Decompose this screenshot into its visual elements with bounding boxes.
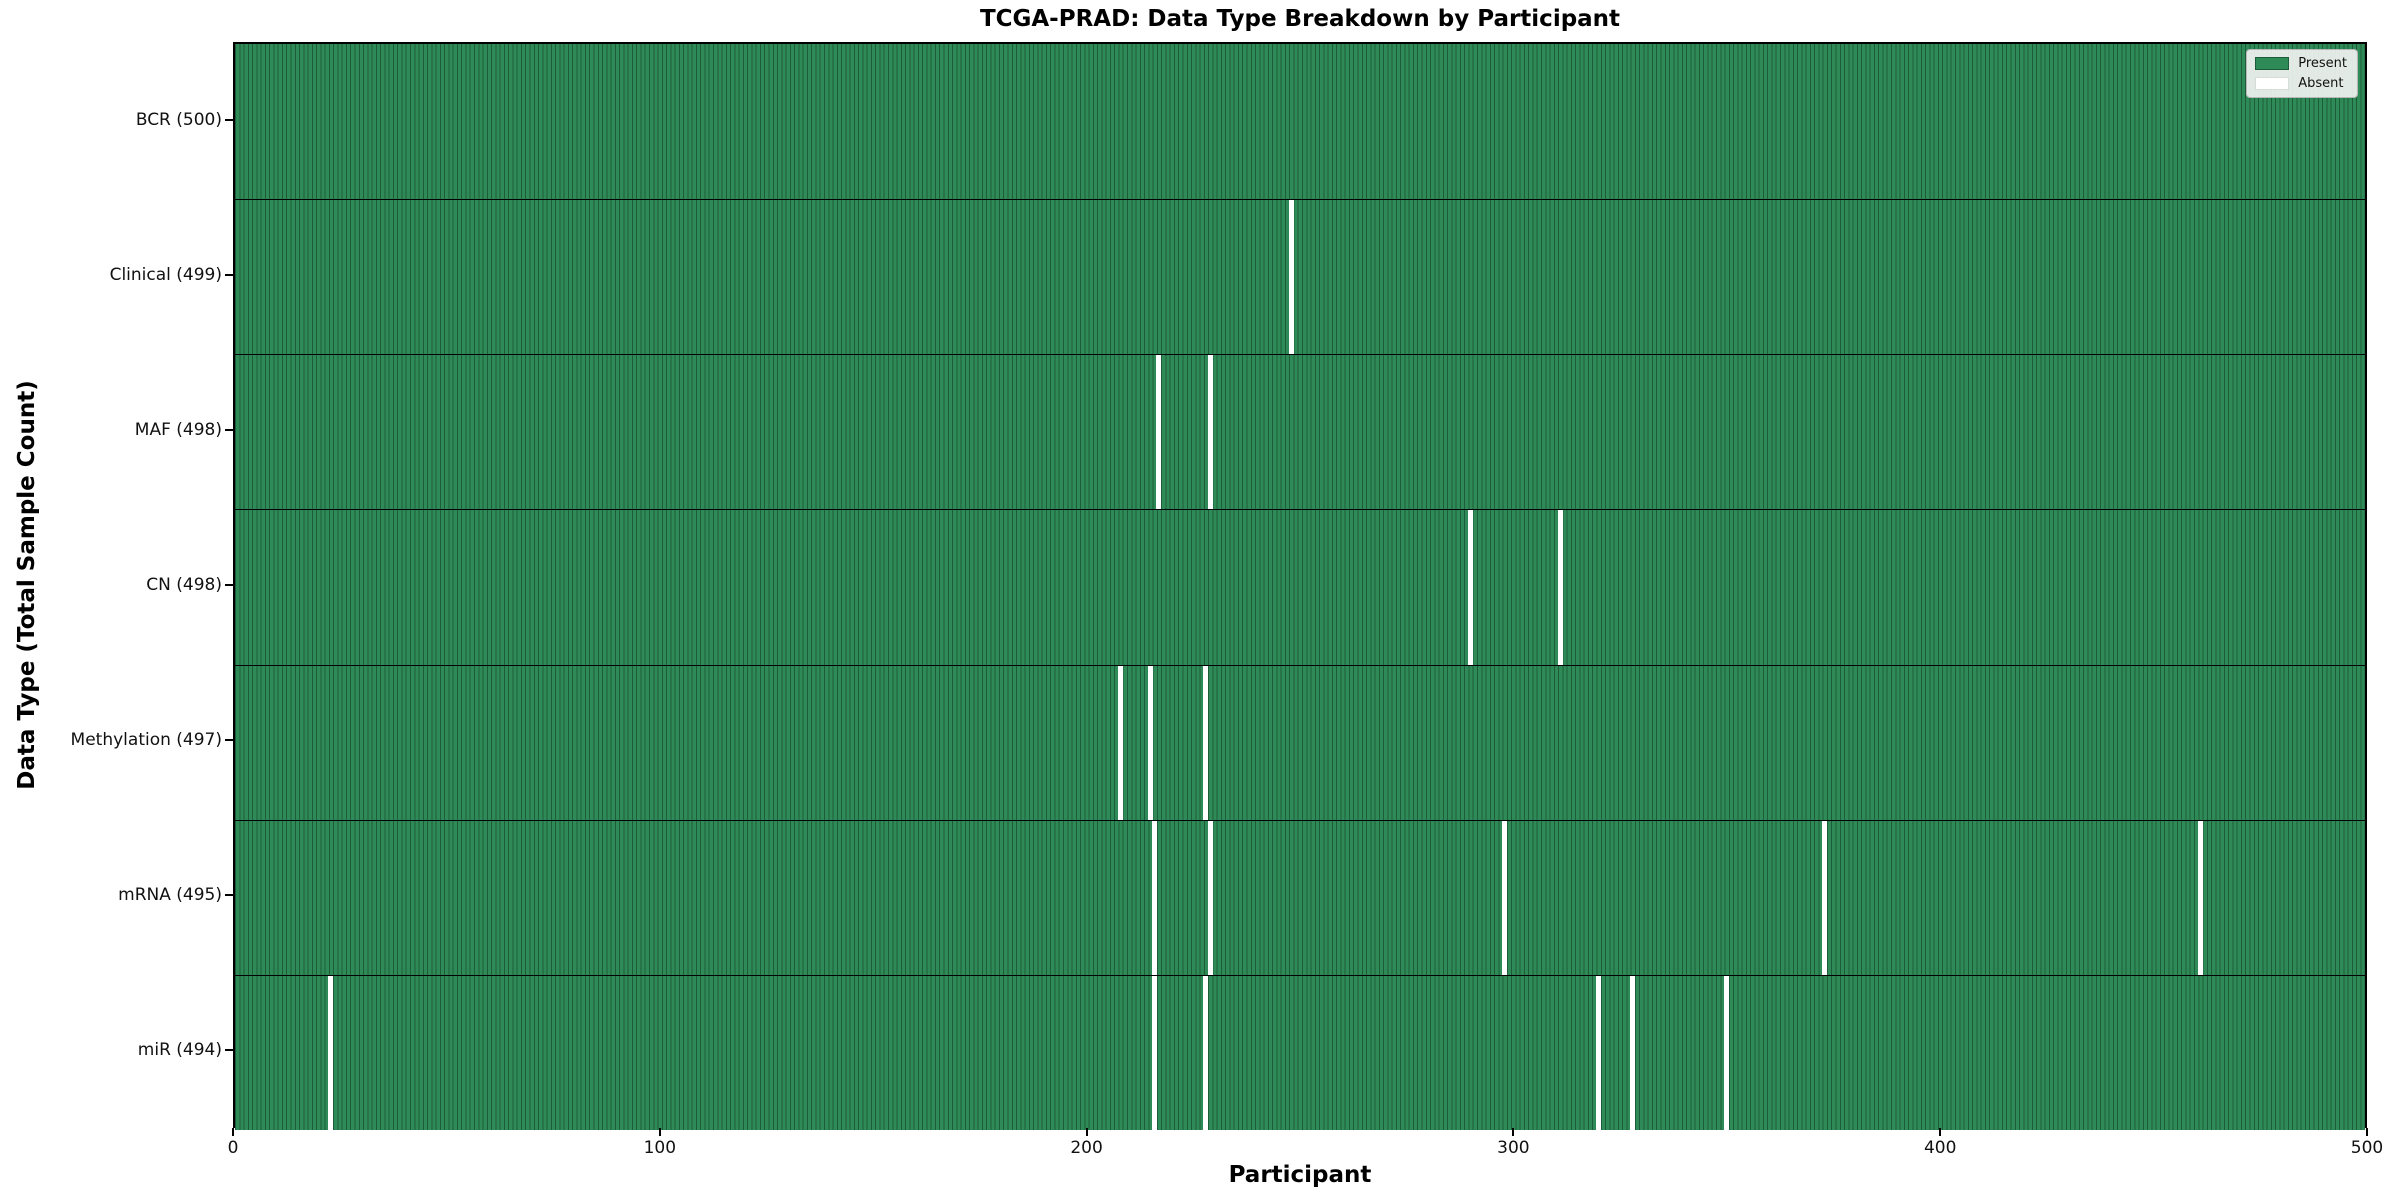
x-tick-mark bbox=[2366, 1128, 2368, 1136]
x-tick-mark bbox=[1939, 1128, 1942, 1136]
absent-gap bbox=[1117, 664, 1123, 820]
x-tick-mark bbox=[1085, 1128, 1088, 1136]
legend-item-absent: Absent bbox=[2255, 76, 2347, 91]
row-separator bbox=[235, 509, 2365, 511]
x-tick-mark bbox=[1512, 1128, 1515, 1136]
y-tick-label: MAF (498) bbox=[134, 419, 222, 440]
absent-gap bbox=[1152, 974, 1158, 1130]
y-tick-label: CN (498) bbox=[146, 575, 222, 595]
absent-gap bbox=[1630, 974, 1636, 1130]
x-axis-label: Participant bbox=[1228, 1162, 1372, 1188]
x-tick-mark bbox=[232, 1128, 234, 1136]
x-tick-label: 400 bbox=[1923, 1138, 1957, 1158]
y-tick-label: miR (494) bbox=[137, 1040, 222, 1061]
heatmap-row-maf bbox=[235, 354, 2365, 510]
legend: Present Absent bbox=[2246, 49, 2358, 98]
y-tick-label: Methylation (497) bbox=[70, 730, 222, 751]
absent-gap bbox=[1203, 664, 1209, 820]
legend-absent-swatch bbox=[2255, 77, 2290, 90]
y-tick-label: BCR (500) bbox=[135, 109, 222, 130]
y-tick-label: Clinical (499) bbox=[109, 264, 222, 285]
plot-area: Present Absent bbox=[233, 42, 2367, 1130]
x-tick-label: 300 bbox=[1497, 1138, 1530, 1158]
row-separator bbox=[235, 819, 2365, 821]
absent-gap bbox=[1502, 819, 1508, 975]
absent-gap bbox=[1595, 974, 1601, 1130]
absent-gap bbox=[1822, 819, 1828, 975]
heatmap-row-methylation bbox=[235, 664, 2365, 820]
heatmap-row-bcr bbox=[235, 44, 2365, 200]
x-tick-label: 500 bbox=[2350, 1138, 2384, 1158]
y-tick-mark bbox=[225, 739, 233, 742]
legend-absent-label: Absent bbox=[2298, 76, 2344, 91]
legend-present-label: Present bbox=[2298, 56, 2347, 71]
x-tick-label: 0 bbox=[227, 1138, 239, 1158]
legend-item-present: Present bbox=[2255, 56, 2347, 71]
x-tick-mark bbox=[658, 1128, 661, 1136]
heatmap-row-mir bbox=[235, 974, 2365, 1130]
y-tick-mark bbox=[225, 584, 233, 586]
absent-gap bbox=[1467, 509, 1473, 665]
heatmap-row-cn bbox=[235, 509, 2365, 665]
absent-gap bbox=[1288, 199, 1294, 355]
y-tick-mark bbox=[225, 428, 233, 431]
y-tick-mark bbox=[225, 118, 233, 121]
absent-gap bbox=[1203, 974, 1209, 1130]
x-tick-label: 100 bbox=[643, 1138, 677, 1158]
absent-gap bbox=[1207, 354, 1213, 510]
row-separator bbox=[235, 354, 2365, 356]
y-tick-label: mRNA (495) bbox=[118, 885, 222, 906]
absent-gap bbox=[1147, 664, 1153, 820]
row-separator bbox=[235, 199, 2365, 201]
heatmap-row-clinical bbox=[235, 199, 2365, 355]
absent-gap bbox=[1152, 819, 1158, 975]
absent-gap bbox=[1724, 974, 1730, 1130]
y-tick-mark bbox=[225, 273, 233, 276]
legend-present-swatch bbox=[2255, 57, 2290, 70]
y-tick-mark bbox=[225, 894, 233, 897]
row-separator bbox=[235, 974, 2365, 976]
absent-gap bbox=[2197, 819, 2203, 975]
x-tick-label: 200 bbox=[1070, 1138, 1103, 1158]
absent-gap bbox=[1557, 509, 1563, 665]
row-separator bbox=[235, 664, 2365, 666]
absent-gap bbox=[1207, 819, 1213, 975]
y-tick-mark bbox=[225, 1049, 233, 1052]
chart-title: TCGA-PRAD: Data Type Breakdown by Partic… bbox=[979, 6, 1621, 32]
heatmap-row-mrna bbox=[235, 819, 2365, 975]
absent-gap bbox=[328, 974, 334, 1130]
absent-gap bbox=[1156, 354, 1162, 510]
